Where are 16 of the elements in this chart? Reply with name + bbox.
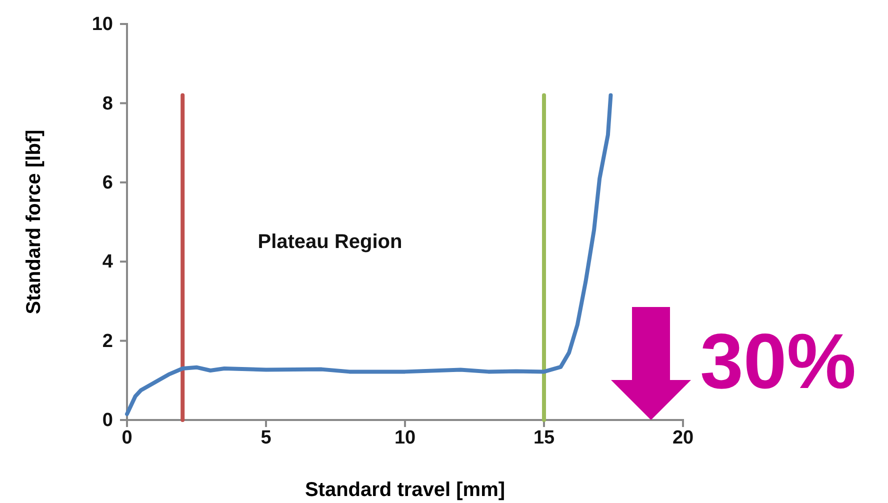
text: 30% bbox=[700, 317, 856, 405]
x-tick-label: 5 bbox=[260, 427, 272, 448]
y-tick-label: 0 bbox=[102, 410, 113, 432]
y-tick-label: 6 bbox=[102, 172, 113, 194]
x-tick-label: 0 bbox=[122, 427, 132, 448]
y-tick-label: 2 bbox=[102, 330, 113, 352]
annotation: Plateau Region bbox=[258, 231, 402, 253]
y-tick-label: 10 bbox=[92, 14, 113, 36]
x-tick-label: 15 bbox=[533, 427, 555, 448]
y-tick-label: 4 bbox=[102, 252, 114, 273]
y-axis-title: Standard force [lbf] bbox=[23, 130, 45, 314]
y-tick-label: 8 bbox=[102, 93, 113, 114]
line-series bbox=[125, 93, 613, 416]
x-tick-label: 10 bbox=[394, 427, 416, 448]
x-axis-title: Standard travel [mm] bbox=[304, 479, 506, 501]
x-tick-label: 20 bbox=[672, 427, 694, 448]
